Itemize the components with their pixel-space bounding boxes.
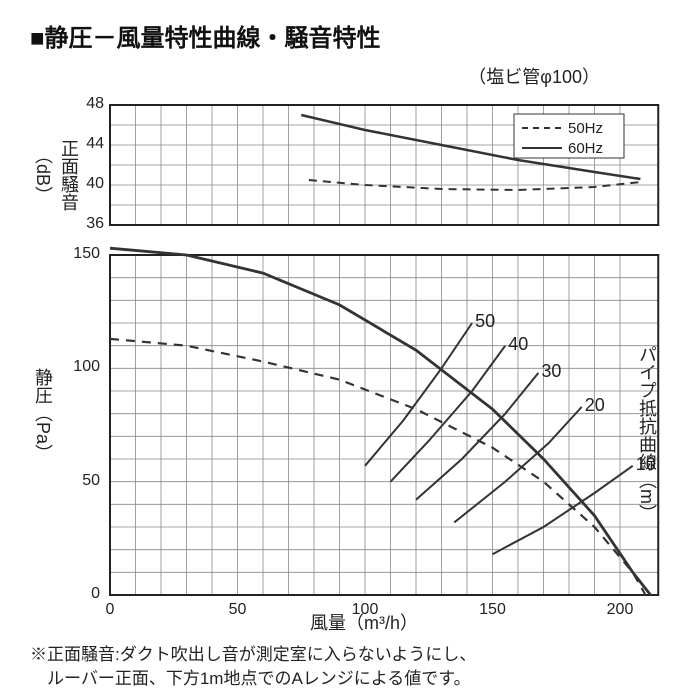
footnote: ※正面騒音:ダクト吹出し音が測定室に入らないようにし、 ルーバー正面、下方1m地… bbox=[30, 643, 670, 691]
resist-label: 30 bbox=[541, 361, 561, 382]
chart-title: ■静圧－風量特性曲線・騒音特性 bbox=[30, 18, 670, 53]
noise-ytick: 36 bbox=[64, 215, 104, 233]
charts-area: 正面騒音（dB） 静圧（Pa） パイプ抵抗曲線（m） 風量（m³/h） 50Hz… bbox=[30, 95, 670, 635]
resist-label: 10 bbox=[636, 454, 656, 475]
svg-text:50Hz: 50Hz bbox=[568, 120, 603, 137]
x-tick: 50 bbox=[218, 601, 258, 619]
noise-ytick: 40 bbox=[64, 175, 104, 193]
x-tick: 100 bbox=[345, 601, 385, 619]
resist-label: 50 bbox=[475, 311, 495, 332]
svg-text:60Hz: 60Hz bbox=[568, 140, 603, 157]
footnote-line2: ルーバー正面、下方1m地点でのAレンジによる値です。 bbox=[30, 669, 471, 688]
chart-subtitle: （塩ビ管φ100） bbox=[30, 63, 600, 89]
chart-svg: 50Hz 60Hz bbox=[30, 95, 670, 635]
x-tick: 150 bbox=[473, 601, 513, 619]
press-ytick: 100 bbox=[60, 358, 100, 376]
noise-ytick: 48 bbox=[64, 95, 104, 113]
resist-label: 40 bbox=[508, 334, 528, 355]
press-ytick: 50 bbox=[60, 472, 100, 490]
x-tick: 200 bbox=[600, 601, 640, 619]
footnote-line1: ※正面騒音:ダクト吹出し音が測定室に入らないようにし、 bbox=[30, 645, 476, 664]
resist-label: 20 bbox=[585, 395, 605, 416]
noise-ytick: 44 bbox=[64, 135, 104, 153]
press-ytick: 150 bbox=[60, 245, 100, 263]
x-tick: 0 bbox=[90, 601, 130, 619]
